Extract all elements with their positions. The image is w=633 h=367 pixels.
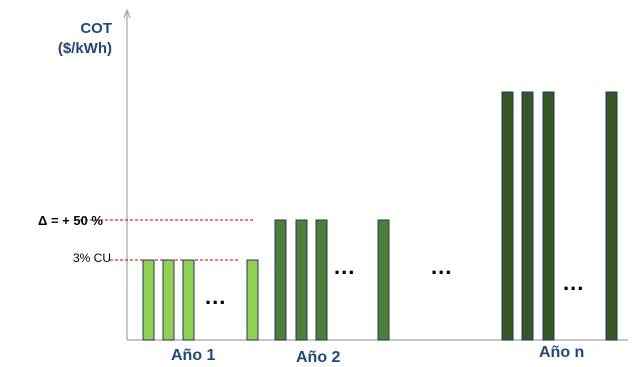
bar-group3-3 — [542, 91, 555, 341]
reference-lines — [80, 219, 254, 261]
x-label-ano2: Año 2 — [296, 349, 341, 366]
bar-group1-3 — [182, 259, 195, 341]
bar-group2-4 — [377, 219, 390, 341]
bar-group3-4 — [605, 91, 618, 341]
bar-group1-2 — [162, 259, 175, 341]
y-axis-label: COT ($/kWh) — [30, 20, 112, 57]
reference-label-delta: Δ = + 50 % — [38, 213, 103, 228]
gap-dots-anon: ... — [563, 270, 585, 295]
gap-dots-ano2: ... — [334, 254, 356, 279]
gap-dots-ano1: ... — [205, 284, 227, 309]
bar-group1-4 — [246, 259, 259, 341]
x-label-anon: Año n — [539, 344, 585, 361]
bar-group2-1 — [274, 219, 287, 341]
bar-group3-2 — [521, 91, 534, 341]
y-axis-arrow — [123, 8, 131, 19]
bar-group2-2 — [295, 219, 308, 341]
gap-dots-between: ... — [431, 254, 453, 279]
bar-group1-1 — [142, 259, 155, 341]
reference-label-3cu: 3% CU — [73, 251, 112, 265]
bars — [142, 91, 618, 341]
bar-group2-3 — [315, 219, 328, 341]
y-axis-label-line1: COT — [80, 20, 112, 37]
y-axis-label-line2: ($/kWh) — [57, 40, 112, 57]
bar-group3-1 — [501, 91, 514, 341]
x-label-ano1: Año 1 — [171, 347, 216, 364]
